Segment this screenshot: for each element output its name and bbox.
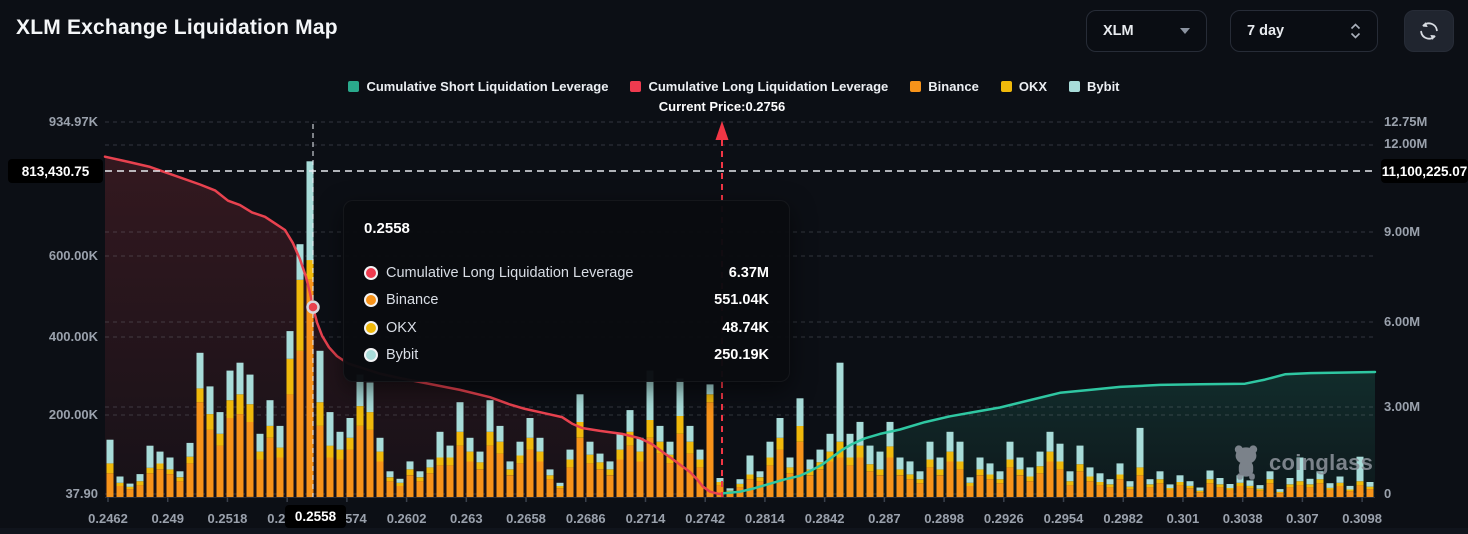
- x-axis-tick: 0.2462: [88, 511, 128, 526]
- tooltip-row-value: 48.74K: [722, 319, 769, 336]
- tooltip-row-label: Bybit: [386, 347, 419, 364]
- symbol-select[interactable]: XLM: [1086, 10, 1207, 52]
- legend-item-okx[interactable]: OKX: [1000, 79, 1048, 94]
- symbol-select-value: XLM: [1103, 23, 1134, 39]
- x-axis-tick: 0.2658: [506, 511, 546, 526]
- left-axis-tick: 600.00K: [48, 248, 98, 263]
- legend-label: Bybit: [1087, 79, 1120, 94]
- x-axis-tick: 0.2982: [1103, 511, 1144, 526]
- x-axis-tick: 0.2714: [625, 511, 666, 526]
- page-title: XLM Exchange Liquidation Map: [16, 16, 338, 39]
- binance-dot-icon: [366, 295, 376, 306]
- legend-item-bybit[interactable]: Bybit: [1069, 79, 1120, 94]
- cumulative-short-line: [720, 370, 1377, 495]
- legend-item-cumulative-short[interactable]: Cumulative Short Liquidation Leverage: [348, 79, 608, 94]
- x-axis-tick: 0.2954: [1043, 511, 1084, 526]
- legend-item-binance[interactable]: Binance: [910, 79, 979, 94]
- tooltip-row-long: Cumulative Long Liquidation Leverage 6.3…: [364, 259, 769, 287]
- left-axis-tick: 200.00K: [48, 407, 98, 422]
- x-axis-tick: 0.287: [868, 511, 901, 526]
- tooltip-row-bybit: Bybit 250.19K: [364, 342, 769, 370]
- left-axis-tick: 400.00K: [48, 329, 98, 344]
- bybit-swatch-icon: [1069, 81, 1081, 92]
- coinglass-watermark: coinglass: [1230, 444, 1373, 482]
- tooltip-row-label: OKX: [386, 319, 417, 336]
- period-select[interactable]: 7 day: [1230, 10, 1378, 52]
- legend-label: OKX: [1018, 79, 1048, 94]
- x-axis-highlight-badge: 0.2558: [285, 505, 346, 528]
- period-select-value: 7 day: [1247, 23, 1285, 39]
- short-swatch-icon: [348, 81, 360, 92]
- x-axis-tick: 0.2814: [745, 511, 785, 526]
- hover-marker-dot: [306, 300, 320, 314]
- okx-swatch-icon: [1000, 81, 1012, 92]
- x-axis-tick: 0.307: [1286, 511, 1319, 526]
- watermark-text: coinglass: [1269, 450, 1374, 475]
- x-axis-tick: 0.2898: [924, 511, 964, 526]
- left-axis-tick: 934.97K: [48, 114, 98, 129]
- right-axis-tick: 9.00M: [1384, 224, 1421, 239]
- tooltip-row-okx: OKX 48.74K: [364, 314, 769, 342]
- x-axis-tick: 0.301: [1166, 511, 1200, 526]
- x-axis-tick: 0.2926: [983, 511, 1024, 526]
- hover-tooltip: 0.2558 Cumulative Long Liquidation Lever…: [343, 200, 790, 382]
- x-axis-tick: 0.2686: [565, 511, 606, 526]
- tooltip-row-value: 6.37M: [728, 264, 769, 281]
- x-axis-tick: 0.2518: [207, 511, 248, 526]
- x-axis-tick: 0.2742: [685, 511, 726, 526]
- right-axis-tick: 0: [1384, 486, 1392, 501]
- tooltip-row-binance: Binance 551.04K: [364, 287, 769, 315]
- left-axis-tick: 37.90: [65, 486, 98, 501]
- x-axis-tick: 0.2602: [386, 511, 427, 526]
- x-axis-tick: 0.263: [450, 511, 483, 526]
- bybit-dot-icon: [366, 350, 376, 361]
- binance-swatch-icon: [910, 81, 922, 92]
- stepper-updown-icon: [1350, 23, 1361, 39]
- tooltip-row-label: Cumulative Long Liquidation Leverage: [386, 264, 634, 281]
- tooltip-row-value: 250.19K: [714, 347, 769, 364]
- legend-label: Binance: [928, 79, 979, 94]
- chart-legend: Cumulative Short Liquidation Leverage Cu…: [0, 79, 1468, 94]
- legend-item-cumulative-long[interactable]: Cumulative Long Liquidation Leverage: [630, 79, 888, 94]
- refresh-icon: [1420, 22, 1438, 40]
- legend-label: Cumulative Long Liquidation Leverage: [648, 79, 889, 94]
- long-dot-icon: [366, 267, 376, 278]
- x-axis-tick: 0.2842: [804, 511, 845, 526]
- current-price-label: Current Price:0.2756: [658, 99, 786, 114]
- x-tick-marks: [107, 497, 1363, 502]
- bottom-strip: [0, 528, 1468, 534]
- right-axis-tick: 3.00M: [1384, 399, 1421, 414]
- x-axis-tick: 0.3038: [1222, 511, 1263, 526]
- x-axis-tick: 0.3098: [1342, 511, 1382, 526]
- refresh-button[interactable]: [1404, 10, 1454, 52]
- tooltip-price-title: 0.2558: [364, 220, 410, 237]
- okx-dot-icon: [366, 322, 376, 333]
- chevron-down-icon: [1180, 28, 1190, 34]
- right-axis-tick: 12.00M: [1384, 136, 1428, 151]
- legend-label: Cumulative Short Liquidation Leverage: [366, 79, 609, 94]
- right-axis-max-badge: 11,100,225.07: [1381, 159, 1468, 183]
- left-axis-max-badge: 813,430.75: [8, 159, 103, 183]
- long-swatch-icon: [630, 81, 642, 92]
- coinglass-bear-icon: [1234, 445, 1258, 480]
- right-axis-tick: 12.75M: [1384, 114, 1428, 129]
- tooltip-row-value: 551.04K: [714, 292, 769, 309]
- right-axis-tick: 6.00M: [1384, 314, 1421, 329]
- x-axis-tick: 0.249: [151, 511, 184, 526]
- tooltip-row-label: Binance: [386, 292, 439, 309]
